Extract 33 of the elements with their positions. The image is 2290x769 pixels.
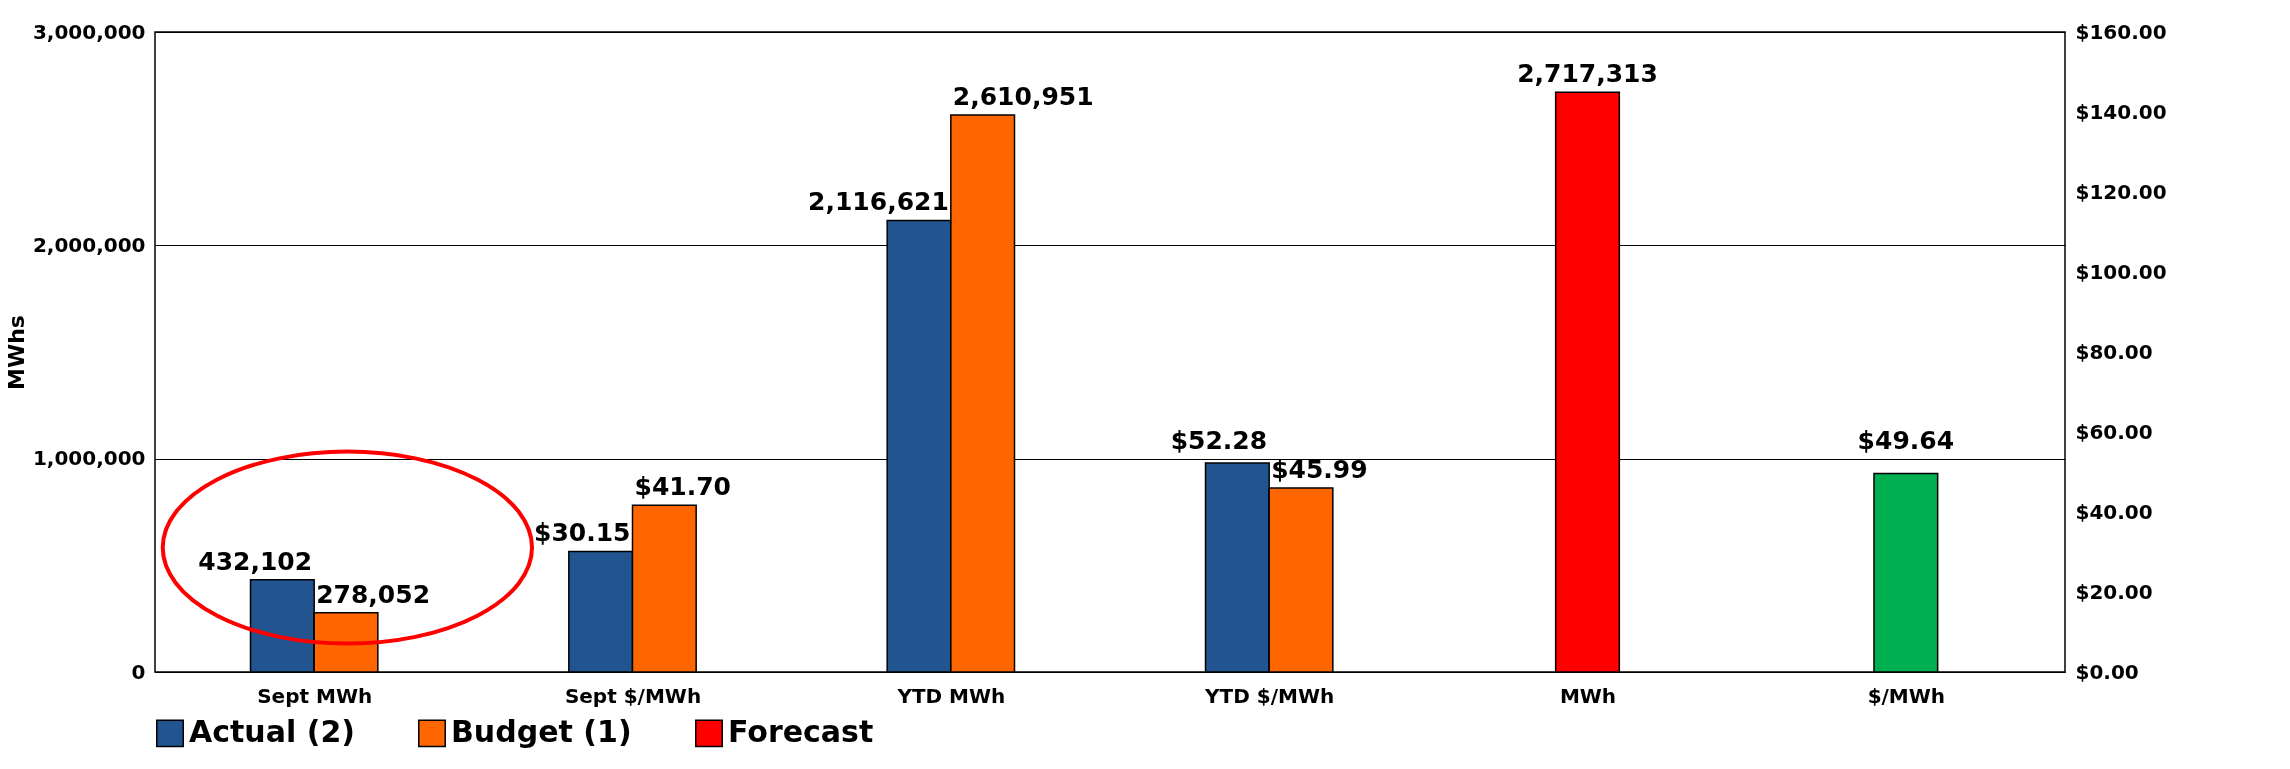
y-tick-label: 0	[131, 659, 146, 684]
legend-label: Budget (1)	[451, 714, 632, 750]
y2-tick-label: $40.00	[2075, 499, 2153, 524]
data-label: $41.70	[634, 472, 731, 502]
data-label: 2,116,621	[808, 187, 949, 217]
y2-tick-label: $100.00	[2075, 259, 2167, 284]
x-tick-label: YTD MWh	[896, 683, 1006, 708]
y-tick-label: 1,000,000	[32, 446, 146, 471]
x-tick-label: YTD $/MWh	[1204, 683, 1335, 708]
y2-tick-label: $120.00	[2075, 179, 2167, 204]
data-label: 278,052	[316, 579, 431, 609]
data-label: 2,610,951	[952, 82, 1094, 111]
legend-label: Actual (2)	[189, 714, 355, 750]
y2-tick-label: $20.00	[2075, 579, 2153, 604]
data-label: $45.99	[1271, 455, 1368, 485]
y2-tick-label: $160.00	[2075, 19, 2167, 44]
y2-tick-label: $0.00	[2075, 659, 2139, 684]
y2-tick-label: $60.00	[2075, 419, 2153, 444]
data-label: $52.28	[1170, 425, 1268, 455]
y-tick-label: 3,000,000	[32, 19, 146, 44]
data-label: 432,102	[198, 546, 313, 576]
data-label: $49.64	[1857, 425, 1955, 455]
y-axis-title: MWhs	[3, 315, 29, 390]
x-tick-label: MWh	[1559, 683, 1617, 708]
x-tick-label: Sept $/MWh	[564, 683, 702, 708]
data-label: $30.15	[534, 518, 631, 548]
x-tick-label: $/MWh	[1867, 683, 1946, 708]
legend-label: Forecast	[728, 714, 874, 750]
y-tick-label: 2,000,000	[32, 232, 146, 257]
data-label: 2,717,313	[1517, 59, 1658, 89]
x-tick-label: Sept MWh	[257, 683, 373, 708]
y2-tick-label: $80.00	[2075, 339, 2153, 364]
y2-tick-label: $140.00	[2075, 99, 2167, 124]
